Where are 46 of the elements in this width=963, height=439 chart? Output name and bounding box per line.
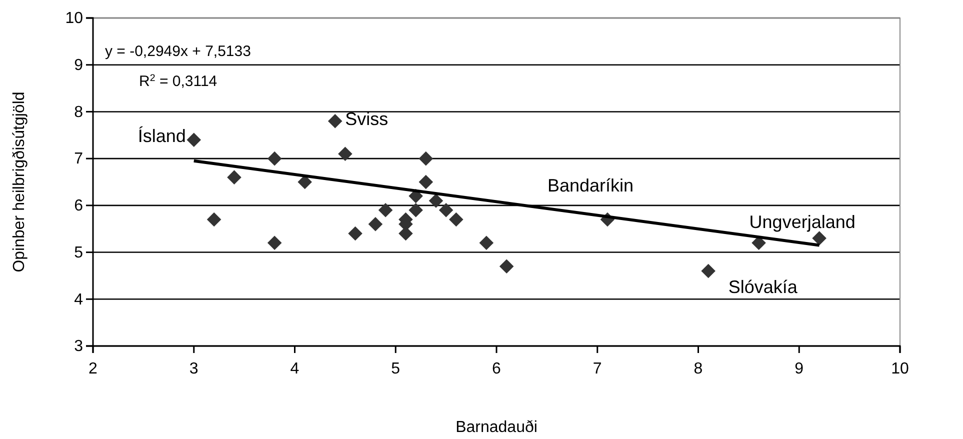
y-tick-label: 9 — [74, 56, 84, 74]
point — [812, 231, 826, 246]
point — [479, 236, 494, 250]
point — [418, 151, 434, 166]
annotation: Sviss — [345, 109, 388, 130]
x-tick-label: 6 — [492, 360, 502, 378]
y-tick-label: 7 — [74, 150, 84, 168]
point — [438, 202, 454, 218]
y-tick-label: 8 — [74, 104, 84, 121]
annotation: Ungverjaland — [749, 212, 856, 232]
y-tick-label: 5 — [74, 244, 84, 262]
x-axis-title: Barnadauði — [456, 419, 538, 436]
point — [449, 212, 464, 227]
y-tick-label: 10 — [65, 10, 84, 28]
x-tick-label: 9 — [794, 360, 804, 378]
point — [428, 194, 444, 208]
x-tick-label: 5 — [391, 360, 400, 378]
point — [206, 212, 222, 227]
point — [328, 114, 342, 128]
annotation: Slóvakía — [728, 277, 798, 298]
annotation: R$^{2}$ = 0,3114 — [139, 72, 218, 90]
point — [267, 151, 282, 166]
point — [499, 259, 514, 274]
y-tick-label: 3 — [74, 338, 84, 356]
point — [418, 174, 434, 190]
point — [408, 202, 423, 218]
x-tick-label: 7 — [592, 360, 602, 378]
y-tick-label: 4 — [74, 291, 84, 308]
point — [338, 146, 352, 162]
y-tick-label: 6 — [74, 198, 84, 215]
annotation: y = -0,2949x + 7,5133 — [105, 43, 251, 60]
annotation: Bandaríkin — [547, 175, 634, 196]
annotation: Ísland — [138, 126, 186, 146]
x-tick-label: 3 — [189, 360, 198, 378]
point — [348, 226, 362, 241]
point — [267, 236, 282, 250]
point — [378, 202, 393, 218]
y-axis-title: Opinber heilbrigðisútgjöld — [11, 92, 28, 272]
x-tick-label: 8 — [694, 360, 703, 378]
point — [701, 264, 716, 278]
x-tick-label: 10 — [891, 360, 909, 378]
point — [368, 217, 383, 232]
x-tick-label: 4 — [290, 360, 300, 378]
x-tick-label: 2 — [88, 360, 98, 378]
point — [186, 132, 202, 147]
point — [227, 170, 242, 184]
